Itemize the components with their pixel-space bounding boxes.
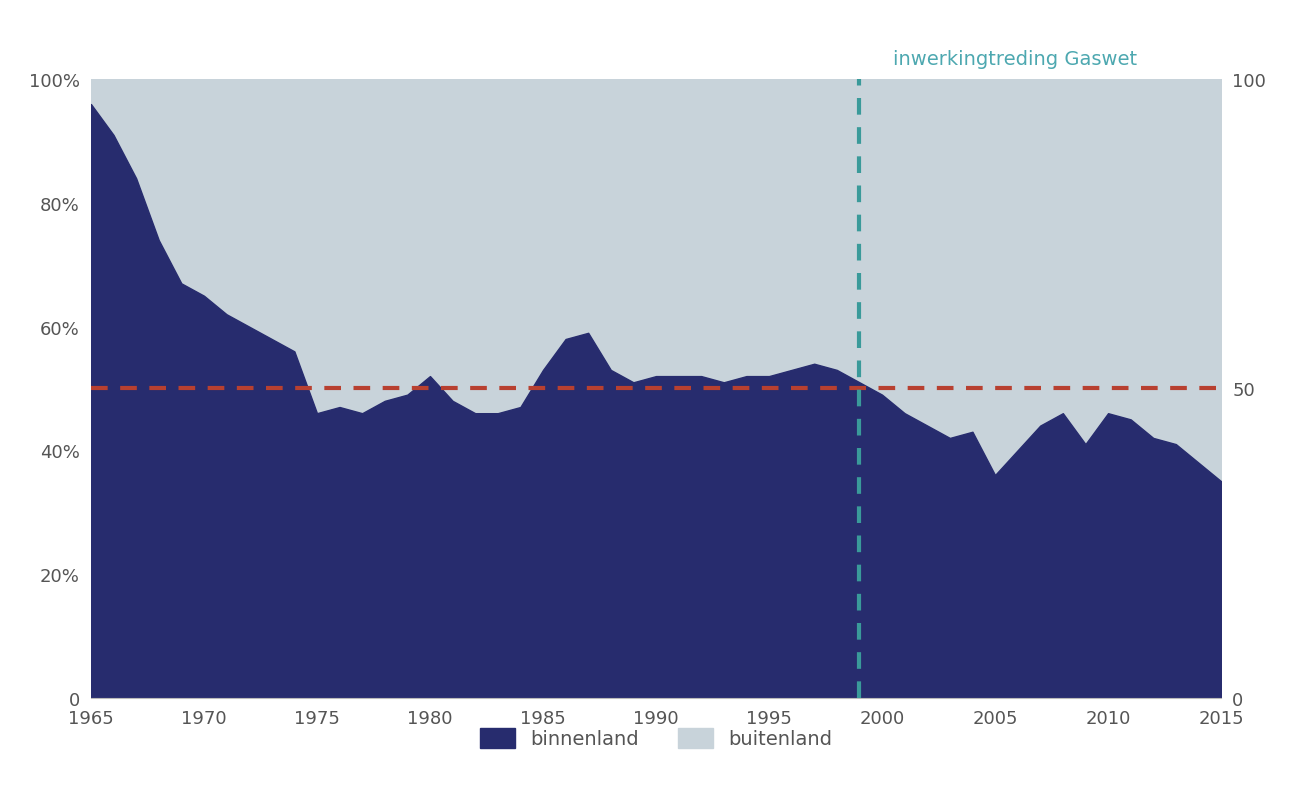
Text: inwerkingtreding Gaswet: inwerkingtreding Gaswet xyxy=(894,51,1138,69)
Legend: binnenland, buitenland: binnenland, buitenland xyxy=(472,720,840,756)
